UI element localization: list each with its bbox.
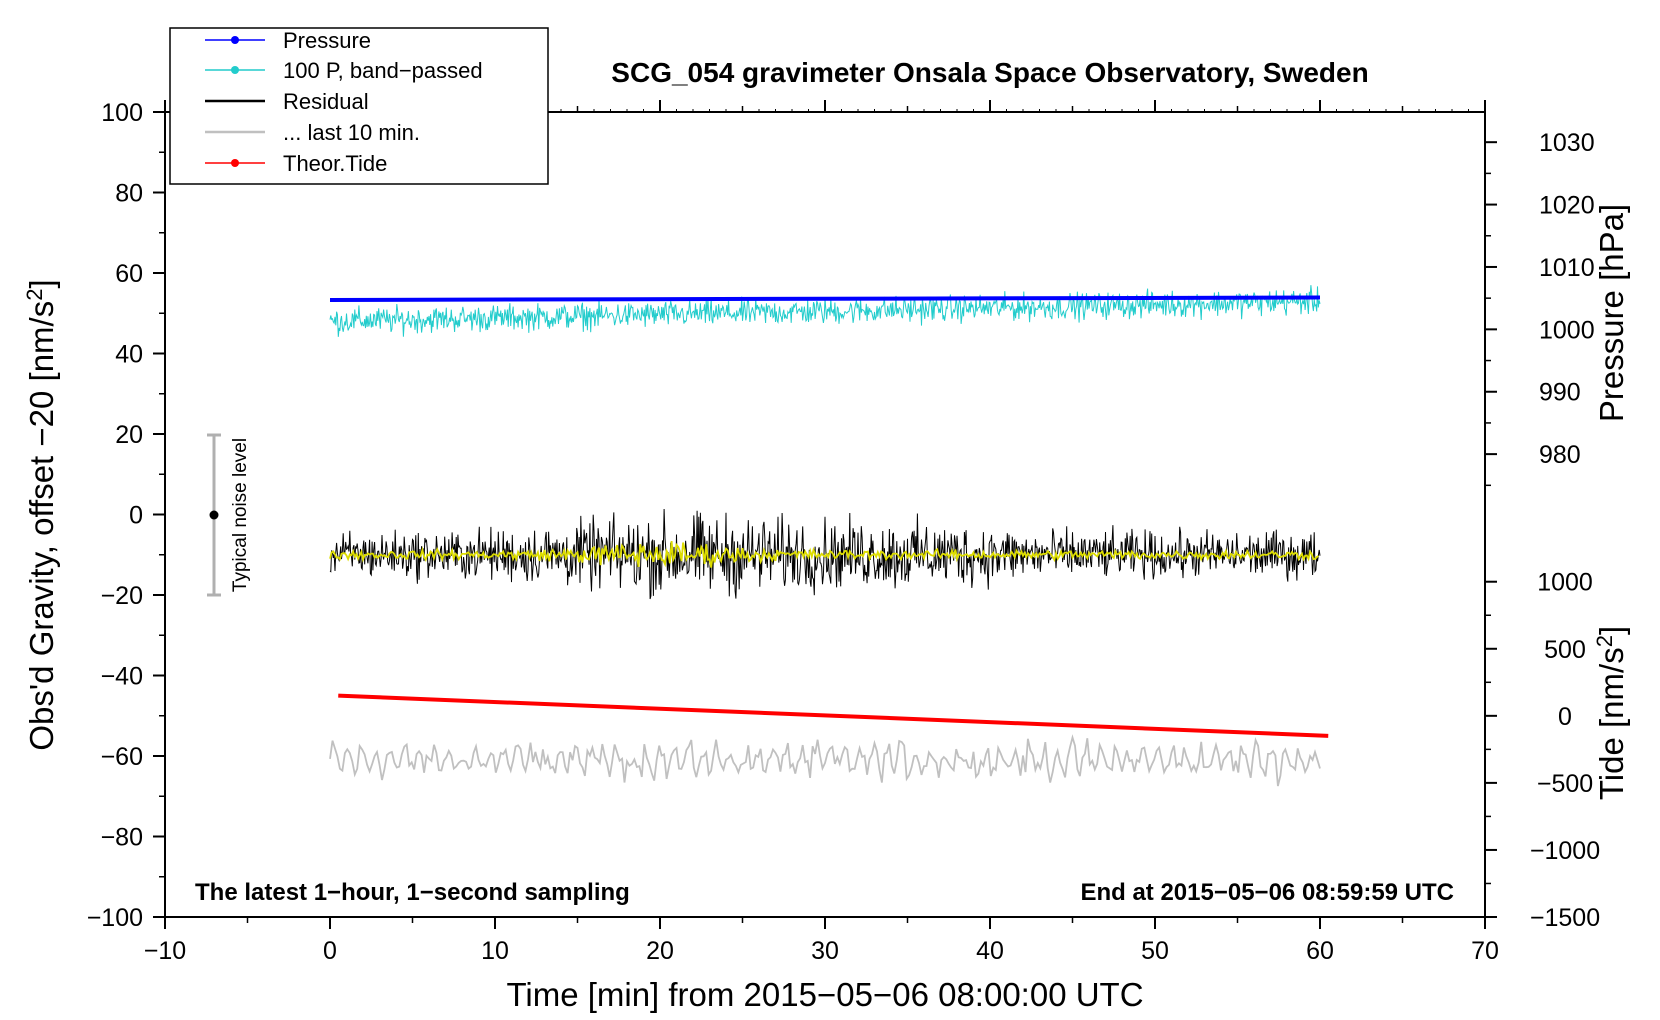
annotation-left: The latest 1−hour, 1−second sampling <box>195 879 630 906</box>
noise-bar-dot <box>209 510 219 520</box>
legend-label-residual: Residual <box>283 89 369 114</box>
series-tide-line <box>338 693 1329 738</box>
annotation-right: End at 2015−05−06 08:59:59 UTC <box>1080 879 1454 906</box>
x-tick-label: 10 <box>481 937 509 965</box>
legend-item-residual: Residual <box>205 89 369 114</box>
tide-tick-label: 1000 <box>1537 569 1593 597</box>
x-tick-label: −10 <box>144 937 186 965</box>
y-tick-label: −20 <box>101 582 143 610</box>
tide-tick-label: 0 <box>1558 703 1572 731</box>
plot-frame <box>164 111 1486 918</box>
y-tick-label: 80 <box>115 180 143 208</box>
tide-tick-label: −1000 <box>1530 837 1600 865</box>
pressure-tick-label: 1000 <box>1539 316 1595 344</box>
y-axis-title-main: Obs'd Gravity, offset −20 [nm/s <box>23 301 60 751</box>
y-axis-title-end: ] <box>23 279 60 288</box>
pressure-tick-label: 1030 <box>1539 129 1595 157</box>
series-smoothed-residual-line <box>329 541 1319 568</box>
noise-bar: Typical noise level <box>207 433 251 597</box>
legend-label-tide: Theor.Tide <box>283 151 387 176</box>
axes-layer: −10 0 10 20 30 40 50 60 70−100−80−60−40−20020406… <box>87 99 1600 965</box>
x-tick-label: 60 <box>1306 937 1334 965</box>
legend-item-tide: Theor.Tide <box>205 151 387 176</box>
x-tick-label: 30 <box>811 937 839 965</box>
legend-dot-tide <box>231 159 239 167</box>
pressure-tick-label: 1020 <box>1539 192 1595 220</box>
series-residual-line <box>329 508 1321 600</box>
pressure-tick-label: 1010 <box>1539 254 1595 282</box>
y-tick-label: 60 <box>115 260 143 288</box>
legend-dot-bandpassed <box>231 66 239 74</box>
tide-tick-label: −500 <box>1537 770 1593 798</box>
x-tick-label: 50 <box>1141 937 1169 965</box>
y-tick-label: 0 <box>129 502 143 530</box>
tide-axis-title-main: Tide [nm/s <box>1593 647 1630 800</box>
y-tick-label: −60 <box>101 743 143 771</box>
legend-label-pressure: Pressure <box>283 28 371 53</box>
tide-axis-title-sup: 2 <box>1592 635 1617 647</box>
y-tick-label: −40 <box>101 663 143 691</box>
y-tick-label: 40 <box>115 341 143 369</box>
legend: Pressure 100 P, band−passed Residual ...… <box>169 27 549 185</box>
x-tick-label: 70 <box>1471 937 1499 965</box>
legend-item-bandpassed: 100 P, band−passed <box>205 58 483 83</box>
x-tick-label: 40 <box>976 937 1004 965</box>
x-axis-title: Time [min] from 2015−05−06 08:00:00 UTC <box>506 976 1143 1013</box>
tide-axis-title-end: ] <box>1593 626 1630 635</box>
tide-tick-label: 500 <box>1544 636 1586 664</box>
y-tick-label: −100 <box>87 904 143 932</box>
legend-label-bandpassed: 100 P, band−passed <box>283 58 483 83</box>
tide-tick-label: −1500 <box>1530 904 1600 932</box>
chart-title: SCG_054 gravimeter Onsala Space Observat… <box>611 57 1368 88</box>
pressure-tick-label: 980 <box>1539 441 1581 469</box>
y-tick-label: 100 <box>101 99 143 127</box>
y-tick-label: 20 <box>115 421 143 449</box>
series-layer <box>329 285 1329 787</box>
series-last10-line <box>329 734 1321 787</box>
legend-label-last10: ... last 10 min. <box>283 120 420 145</box>
pressure-axis-title: Pressure [hPa] <box>1593 204 1630 422</box>
y-axis-title-sup: 2 <box>22 289 47 301</box>
legend-item-last10: ... last 10 min. <box>205 120 420 145</box>
legend-dot-pressure <box>231 36 239 44</box>
x-tick-label: 20 <box>646 937 674 965</box>
series-pressure-line <box>329 295 1321 302</box>
tide-axis-title: Tide [nm/s2] <box>1592 626 1630 800</box>
legend-item-pressure: Pressure <box>205 28 371 53</box>
y-axis-title: Obs'd Gravity, offset −20 [nm/s2] <box>22 279 60 750</box>
legend-box <box>169 27 549 185</box>
y-tick-label: −80 <box>101 824 143 852</box>
pressure-tick-label: 990 <box>1539 379 1581 407</box>
series-bandpassed-line <box>329 285 1321 337</box>
x-tick-label: 0 <box>323 937 337 965</box>
noise-bar-label: Typical noise level <box>230 438 251 592</box>
